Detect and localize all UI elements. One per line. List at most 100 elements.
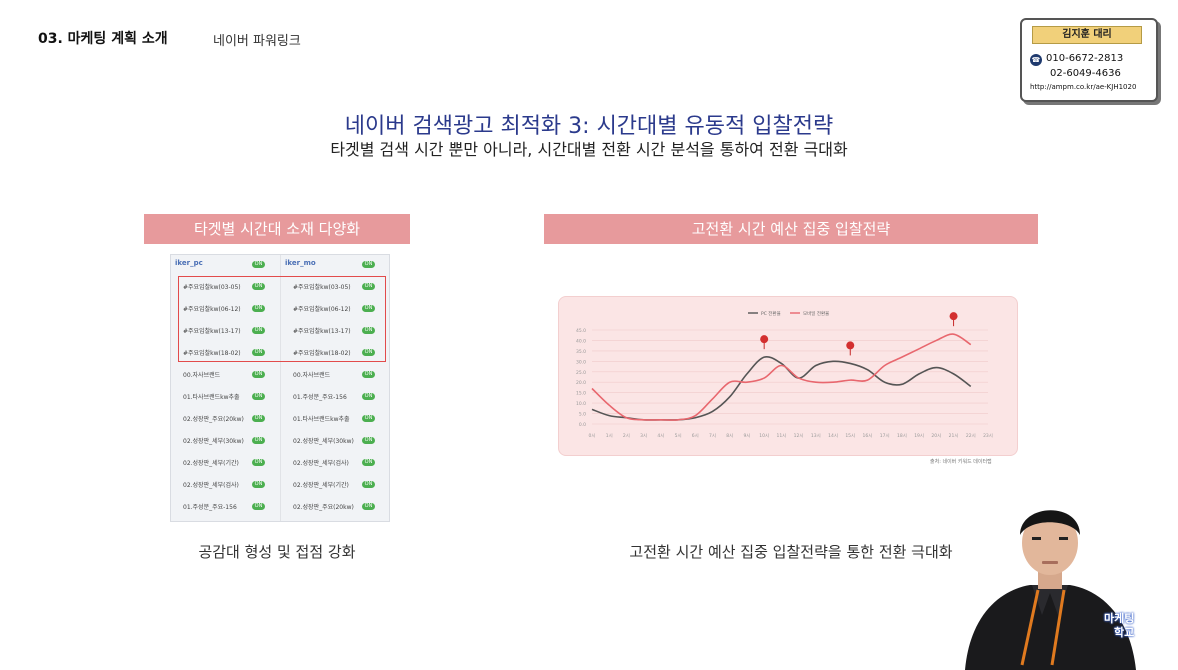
on-toggle[interactable]: ON [252, 503, 265, 510]
on-toggle[interactable]: ON [252, 371, 265, 378]
x-tick-label: 1시 [606, 433, 613, 439]
contact-url[interactable]: http://ampm.co.kr/ae-KJH1020 [1030, 83, 1137, 91]
on-toggle[interactable]: ON [252, 437, 265, 444]
campaign-row[interactable]: 02.성장판_세부(30kw) ON [171, 431, 279, 451]
campaign-row[interactable]: #주요입찰kw(18-02) ON [281, 343, 389, 363]
on-toggle[interactable]: ON [362, 481, 375, 488]
y-tick-label: 20.0 [576, 380, 586, 386]
on-toggle[interactable]: ON [252, 261, 265, 268]
on-toggle[interactable]: ON [362, 371, 375, 378]
y-tick-label: 30.0 [576, 359, 586, 365]
left-caption: 공감대 형성 및 접점 강화 [198, 543, 356, 561]
x-tick-label: 2시 [623, 433, 630, 439]
phone-icon: ☎ [1030, 54, 1042, 66]
campaign-name: 02.성장판_세부(30kw) [183, 438, 244, 445]
campaign-column-pc: iker_pc ON #주요입찰kw(03-05) ON #주요입찰kw(06-12… [171, 255, 279, 521]
on-toggle[interactable]: ON [252, 459, 265, 466]
campaign-row[interactable]: 00.자사브랜드 ON [281, 365, 389, 385]
campaign-row[interactable]: 01.주성분_주요-156 ON [281, 387, 389, 407]
campaign-row[interactable]: #주요입찰kw(18-02) ON [171, 343, 279, 363]
campaign-name: 02.성장판_주요(20kw) [293, 504, 354, 511]
x-tick-label: 12시 [794, 433, 804, 439]
y-tick-label: 25.0 [576, 370, 586, 376]
campaign-name: 02.성장판_세부(30kw) [293, 438, 354, 445]
campaign-row[interactable]: 02.성장판_세부(검사) ON [281, 453, 389, 473]
y-tick-label: 15.0 [576, 391, 586, 397]
x-tick-label: 6시 [692, 433, 699, 439]
x-tick-label: 21시 [949, 433, 959, 439]
campaign-row[interactable]: 00.자사브랜드 ON [171, 365, 279, 385]
on-toggle[interactable]: ON [252, 305, 265, 312]
on-toggle[interactable]: ON [252, 327, 265, 334]
campaign-row[interactable]: 02.성장판_세부(검사) ON [171, 475, 279, 495]
x-tick-label: 16시 [863, 433, 873, 439]
campaign-name: #주요입찰kw(03-05) [183, 284, 241, 291]
contact-name: 김지훈 대리 [1032, 26, 1142, 44]
campaign-row[interactable]: 01.타사브랜드kw추출 ON [171, 387, 279, 407]
peak-marker-icon [949, 312, 958, 321]
logo-line2: 학교 [1114, 626, 1135, 639]
campaign-row[interactable]: #주요입찰kw(13-17) ON [171, 321, 279, 341]
peak-marker-icon [846, 341, 855, 350]
x-tick-label: 8시 [726, 433, 733, 439]
campaign-row[interactable]: #주요입찰kw(13-17) ON [281, 321, 389, 341]
campaign-row[interactable]: 02.성장판_주요(20kw) ON [171, 409, 279, 429]
chart-source: 출처: 네이버 키워드 데이터랩 [930, 459, 992, 465]
on-toggle[interactable]: ON [252, 349, 265, 356]
x-tick-label: 0시 [588, 433, 595, 439]
campaign-row[interactable]: 02.성장판_주요(20kw) ON [281, 497, 389, 517]
campaign-row[interactable]: 02.성장판_세부(기간) ON [281, 475, 389, 495]
x-tick-label: 22시 [966, 433, 976, 439]
on-toggle[interactable]: ON [362, 283, 375, 290]
on-toggle[interactable]: ON [362, 415, 375, 422]
campaign-row[interactable]: 02.성장판_세부(기간) ON [171, 453, 279, 473]
campaign-name: 02.성장판_세부(기간) [183, 460, 239, 467]
slide-title: 네이버 검색광고 최적화 3: 시간대별 유동적 입찰전략 [344, 114, 834, 139]
x-tick-label: 14시 [828, 433, 838, 439]
on-toggle[interactable]: ON [252, 481, 265, 488]
campaign-column-mo: iker_mo ON #주요입찰kw(03-05) ON #주요입찰kw(06-12… [280, 255, 389, 521]
campaign-row[interactable]: #주요입찰kw(03-05) ON [171, 277, 279, 297]
on-toggle[interactable]: ON [252, 393, 265, 400]
campaign-name: #주요입찰kw(18-02) [183, 350, 241, 357]
left-banner: 타겟별 시간대 소재 다양화 [144, 214, 410, 244]
on-toggle[interactable]: ON [362, 393, 375, 400]
x-tick-label: 23시 [983, 433, 993, 439]
y-tick-label: 45.0 [576, 328, 586, 334]
x-tick-label: 18시 [897, 433, 907, 439]
campaign-name: 01.주성분_주요-156 [183, 504, 237, 511]
campaign-name: #주요입찰kw(18-02) [293, 350, 351, 357]
x-tick-label: 11시 [776, 433, 786, 439]
x-tick-label: 10시 [759, 433, 769, 439]
legend-label: PC 전환율 [761, 310, 781, 317]
column-header: iker_pc ON [171, 259, 279, 273]
campaign-row[interactable]: 02.성장판_세부(30kw) ON [281, 431, 389, 451]
slide-subtitle: 타겟별 검색 시간 뿐만 아니라, 시간대별 전환 시간 분석을 통하여 전환 … [330, 140, 848, 159]
campaign-row[interactable]: #주요입찰kw(06-12) ON [171, 299, 279, 319]
conversion-chart: 0.0 5.0 10.0 15.0 20.0 25.0 30.0 35.0 40.0 45.0 0시… [576, 310, 993, 439]
column-name: iker_mo [285, 259, 316, 267]
on-toggle[interactable]: ON [362, 437, 375, 444]
campaign-table: iker_pc ON #주요입찰kw(03-05) ON #주요입찰kw(06-12… [170, 254, 390, 522]
campaign-row[interactable]: #주요입찰kw(03-05) ON [281, 277, 389, 297]
on-toggle[interactable]: ON [252, 283, 265, 290]
on-toggle[interactable]: ON [362, 327, 375, 334]
on-toggle[interactable]: ON [252, 415, 265, 422]
on-toggle[interactable]: ON [362, 503, 375, 510]
campaign-row[interactable]: 01.타사브랜드kw추출 ON [281, 409, 389, 429]
peak-marker-icon [760, 335, 769, 344]
column-header: iker_mo ON [281, 259, 389, 273]
campaign-name: 01.타사브랜드kw추출 [293, 416, 350, 423]
on-toggle[interactable]: ON [362, 349, 375, 356]
campaign-row[interactable]: #주요입찰kw(06-12) ON [281, 299, 389, 319]
x-tick-label: 9시 [743, 433, 750, 439]
on-toggle[interactable]: ON [362, 305, 375, 312]
campaign-name: #주요입찰kw(06-12) [183, 306, 241, 313]
on-toggle[interactable]: ON [362, 261, 375, 268]
on-toggle[interactable]: ON [362, 459, 375, 466]
legend-label: 모바일 전환율 [803, 310, 829, 317]
marketing-school-logo: 마케팅 학교 [1102, 604, 1148, 644]
campaign-row[interactable]: 01.주성분_주요-156 ON [171, 497, 279, 517]
x-tick-label: 13시 [811, 433, 821, 439]
x-tick-label: 20시 [931, 433, 941, 439]
